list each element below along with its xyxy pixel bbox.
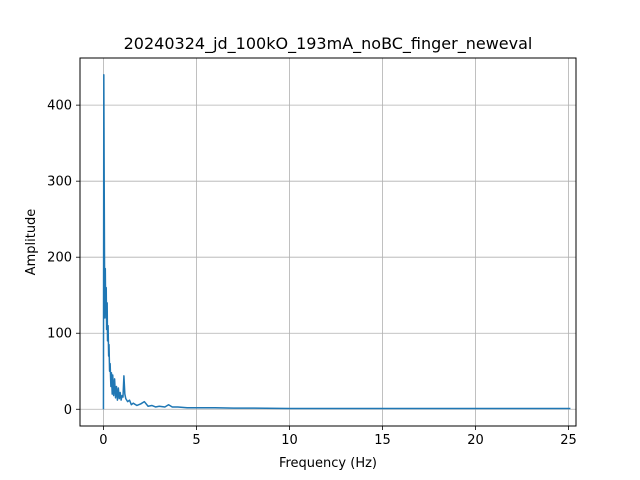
y-tick-label: 200 xyxy=(47,251,72,266)
grid-lines xyxy=(80,58,576,426)
chart-title: 20240324_jd_100kO_193mA_noBC_finger_newe… xyxy=(124,34,533,54)
x-axis-label: Frequency (Hz) xyxy=(279,456,377,471)
x-tick-label: 15 xyxy=(374,433,391,448)
y-axis-label: Amplitude xyxy=(24,209,39,276)
x-tick-label: 25 xyxy=(560,433,577,448)
x-tick-label: 5 xyxy=(192,433,200,448)
y-tick-label: 0 xyxy=(64,403,72,418)
x-tick-label: 10 xyxy=(281,433,298,448)
plot-frame xyxy=(79,57,577,427)
x-tick-label: 0 xyxy=(99,433,107,448)
series-line xyxy=(102,73,571,410)
y-tick-label: 300 xyxy=(47,175,72,190)
series-layer xyxy=(102,73,571,410)
axis-ticks: 0 5 10 15 20 25 0 100 200 300 400 xyxy=(47,99,577,448)
y-tick-label: 100 xyxy=(47,327,72,342)
x-tick-label: 20 xyxy=(467,433,484,448)
y-tick-label: 400 xyxy=(47,99,72,114)
